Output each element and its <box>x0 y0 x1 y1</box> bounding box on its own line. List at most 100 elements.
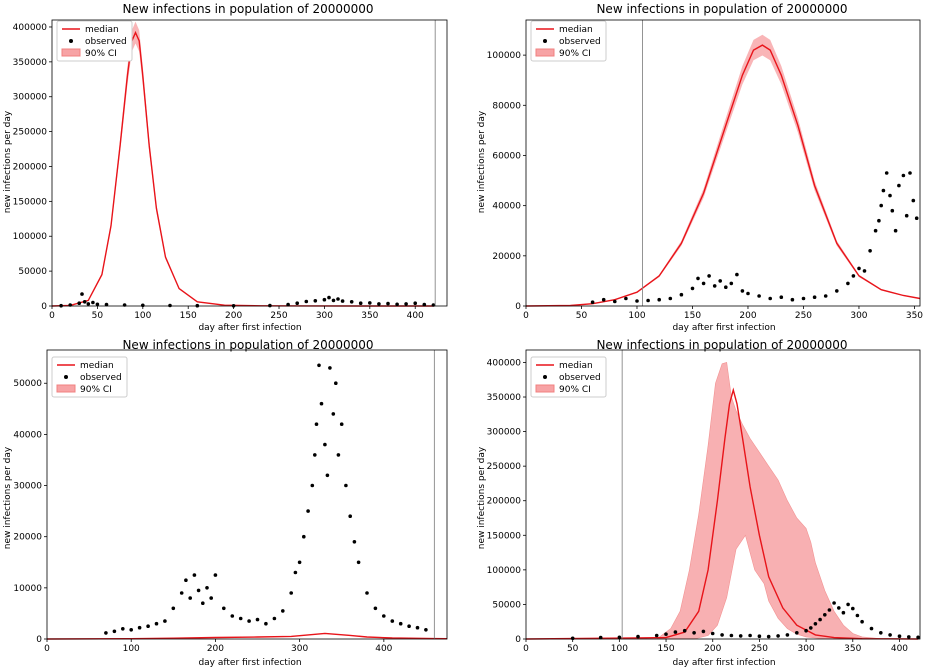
observed-point <box>304 299 309 304</box>
observed-point <box>707 274 711 278</box>
observed-point <box>879 203 883 208</box>
observed-point <box>230 614 235 618</box>
x-axis-label: day after first infection <box>198 323 301 333</box>
observed-point <box>857 266 861 271</box>
chart-title: New infections in population of 20000000 <box>122 338 373 352</box>
observed-point <box>415 625 420 630</box>
observed-point <box>914 216 919 220</box>
observed-point <box>851 606 855 611</box>
y-tick-label: 50000 <box>18 267 47 277</box>
ci-band <box>526 362 921 640</box>
observed-point <box>201 601 205 605</box>
observed-point <box>238 616 243 621</box>
observed-point <box>297 560 302 565</box>
x-tick-label: 350 <box>906 311 923 321</box>
y-tick-label: 40000 <box>492 202 521 212</box>
y-tick-label: 60000 <box>492 151 521 161</box>
observed-point <box>879 631 883 635</box>
x-axis-label: day after first infection <box>672 323 775 333</box>
x-tick-label: 100 <box>628 311 645 321</box>
x-tick-label: 250 <box>795 311 812 321</box>
legend-ci-label: 90% CI <box>559 385 591 395</box>
observed-point <box>319 401 324 406</box>
observed-point <box>77 301 81 306</box>
observed-point <box>322 297 327 302</box>
observed-point <box>869 626 874 631</box>
y-tick-label: 350000 <box>13 58 48 68</box>
legend-ci-swatch <box>61 48 81 57</box>
x-tick-label: 200 <box>739 311 756 321</box>
observed-point <box>835 289 839 293</box>
observed-point <box>348 514 353 518</box>
observed-point <box>91 300 95 305</box>
observed-point <box>398 621 403 626</box>
observed-point <box>325 473 330 478</box>
x-tick-label: 350 <box>361 311 378 321</box>
y-tick-label: 40000 <box>13 430 42 440</box>
observed-point <box>349 300 354 304</box>
y-tick-label: 200000 <box>487 497 522 507</box>
observed-point <box>855 613 860 618</box>
plot-area: 0 100 200 300 400 0 10000 20000 30000 40000 50000 <box>13 349 448 654</box>
observed-point <box>377 302 381 306</box>
observed-point <box>413 301 418 306</box>
x-tick-label: 300 <box>291 644 308 654</box>
legend-ci-label: 90% CI <box>85 49 117 59</box>
median-line <box>46 632 448 640</box>
observed-point <box>813 622 818 626</box>
observed-point <box>302 534 306 539</box>
legend-observed-label: observed <box>559 373 601 383</box>
observed-point <box>718 279 722 283</box>
x-tick-label: 400 <box>891 644 908 654</box>
observed-point <box>795 631 799 635</box>
y-axis-label: new infections per day <box>477 110 487 213</box>
observed-point <box>851 274 856 278</box>
legend-ci-label: 90% CI <box>80 385 112 395</box>
observed-point <box>137 625 142 630</box>
observed-point <box>598 635 603 640</box>
x-axis-label: day after first infection <box>198 658 301 668</box>
observed-point <box>365 591 369 595</box>
observed-point <box>327 295 331 300</box>
observed-point <box>395 302 399 307</box>
observed-point <box>386 301 390 306</box>
observed-point <box>129 628 133 632</box>
legend-observed-label: observed <box>85 37 127 47</box>
x-tick-label: 350 <box>844 644 861 654</box>
x-tick-label: 300 <box>850 311 867 321</box>
x-tick-label: 150 <box>684 311 701 321</box>
observed-point <box>213 573 218 577</box>
y-tick-label: 30000 <box>13 482 42 492</box>
x-tick-label: 200 <box>225 311 242 321</box>
observed-point <box>80 292 84 296</box>
observed-point <box>293 570 298 575</box>
observed-point <box>846 281 850 286</box>
x-tick-label: 400 <box>375 644 392 654</box>
y-axis-label: new infections per day <box>3 446 13 549</box>
legend-observed-swatch <box>64 375 68 379</box>
legend-median-label: median <box>85 25 119 35</box>
y-tick-label: 250000 <box>13 128 48 138</box>
observed-point <box>390 619 395 623</box>
legend: median observed 90% CI <box>530 356 607 398</box>
observed-point <box>95 302 100 307</box>
observed-point <box>890 208 895 213</box>
observed-point <box>328 366 332 370</box>
observed-point <box>171 606 176 611</box>
x-tick-label: 150 <box>180 311 197 321</box>
y-tick-label: 0 <box>36 635 42 645</box>
observed-point <box>168 303 172 308</box>
observed-point <box>768 296 772 301</box>
observed-point <box>837 606 841 610</box>
x-tick-label: 250 <box>270 311 287 321</box>
x-tick-label: 150 <box>657 644 674 654</box>
observed-point <box>373 606 378 611</box>
observed-point <box>407 624 411 628</box>
legend-median-label: median <box>80 361 114 371</box>
observed-point <box>205 586 209 590</box>
observed-point <box>868 249 872 253</box>
observed-point <box>804 628 808 633</box>
chart-top-right: New infections in population of 20000000… <box>477 2 923 333</box>
legend-observed-label: observed <box>559 37 601 47</box>
plot-area: 0 50 100 150 200 250 300 350 400 0 50000 100000 1500… <box>13 19 448 321</box>
